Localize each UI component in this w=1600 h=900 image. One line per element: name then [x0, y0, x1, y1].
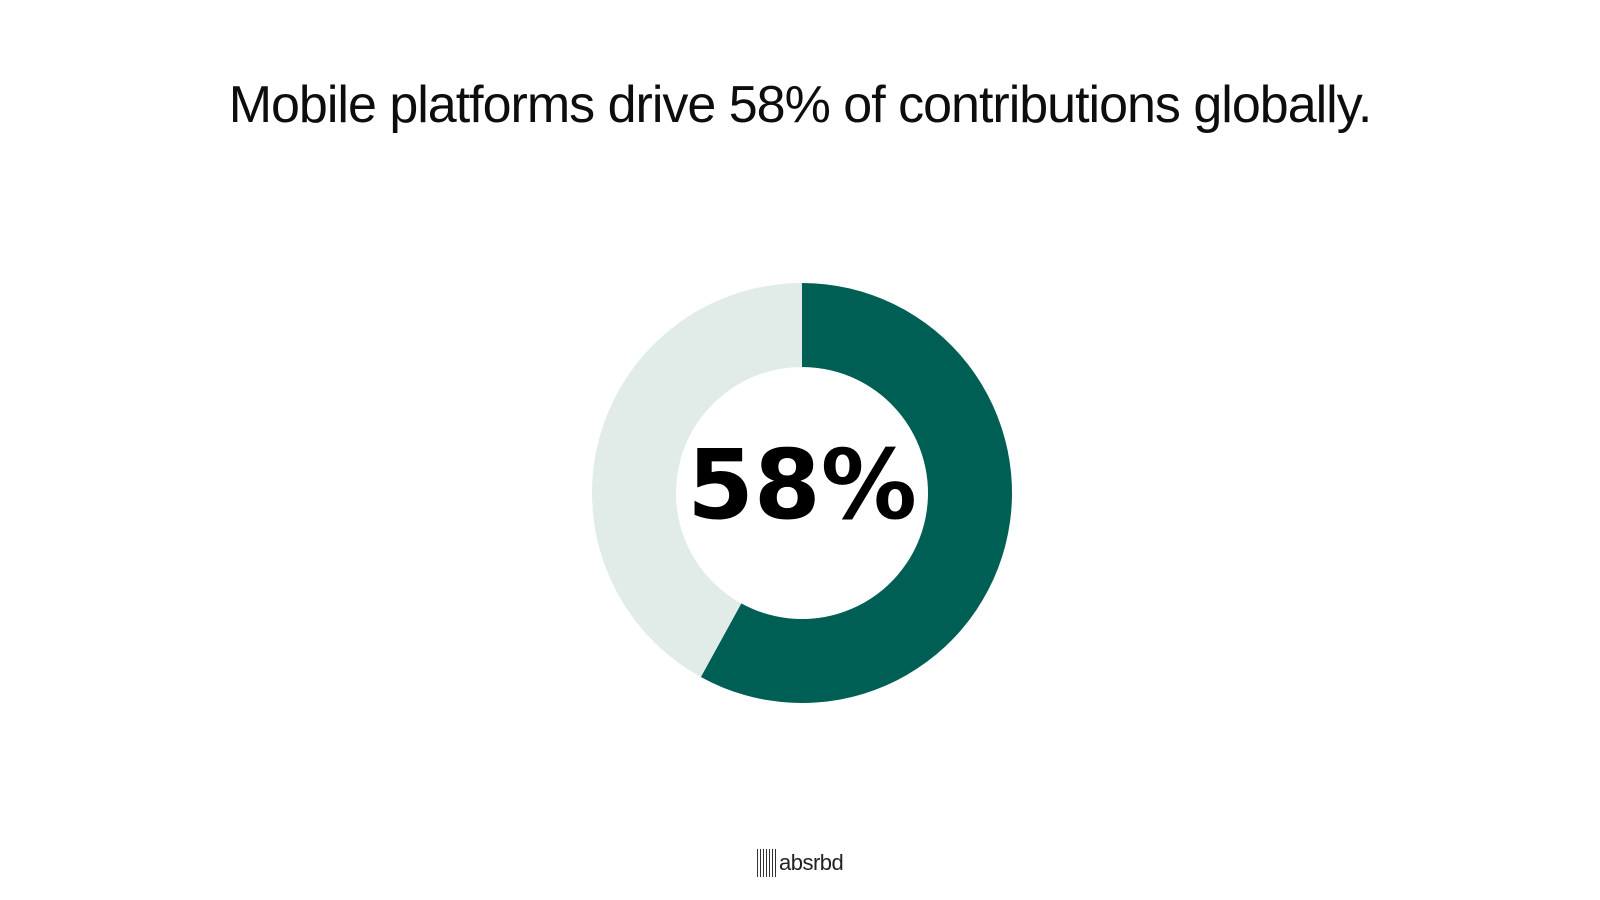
- donut-slice-1: [700, 283, 1013, 704]
- barcode-icon: [757, 849, 776, 877]
- donut-slices: [592, 283, 1013, 704]
- brand-logo: absrbd: [757, 848, 844, 878]
- brand-name: absrbd: [779, 850, 844, 875]
- slide-title: Mobile platforms drive 58% of contributi…: [228, 76, 1373, 134]
- donut-slice-2: [592, 283, 802, 678]
- donut-center-label: 58%: [687, 429, 917, 541]
